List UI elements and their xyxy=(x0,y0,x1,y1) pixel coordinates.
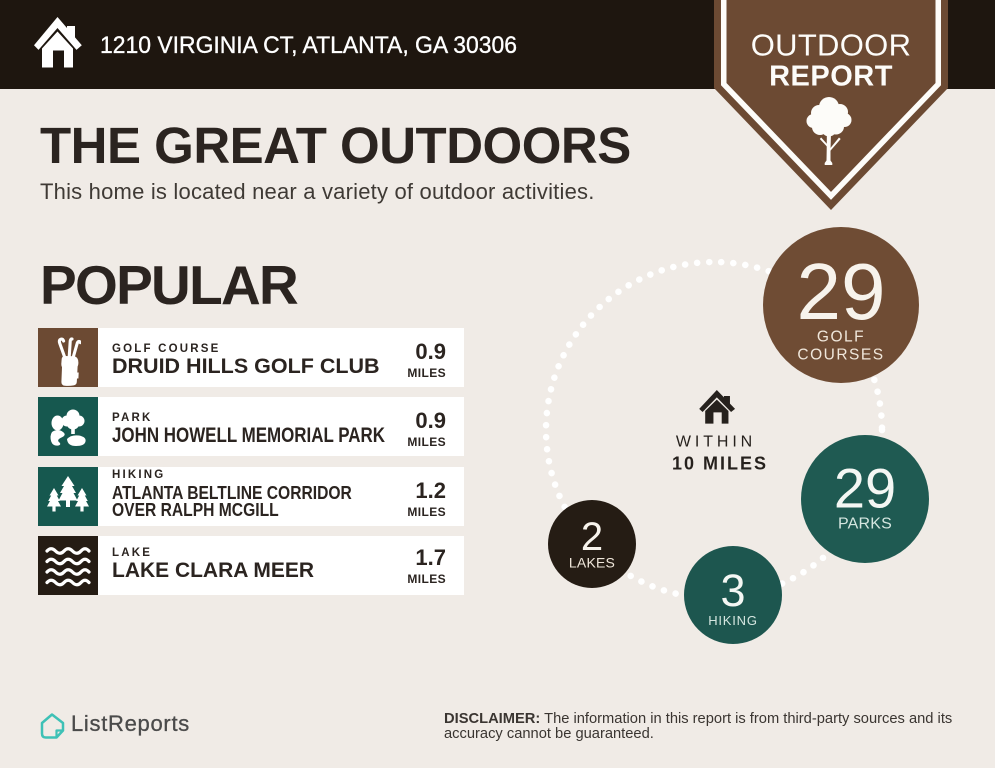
svg-text:29: 29 xyxy=(797,247,886,336)
svg-text:OUTDOOR: OUTDOOR xyxy=(751,28,912,63)
svg-text:HIKING: HIKING xyxy=(708,613,758,628)
svg-text:GOLF: GOLF xyxy=(817,328,865,345)
svg-text:3: 3 xyxy=(720,565,745,616)
svg-text:2: 2 xyxy=(581,515,603,559)
svg-text:PARKS: PARKS xyxy=(838,516,892,533)
svg-text:REPORT: REPORT xyxy=(769,61,893,93)
svg-text:LAKES: LAKES xyxy=(569,554,615,570)
svg-text:COURSES: COURSES xyxy=(797,346,884,363)
svg-text:29: 29 xyxy=(834,457,896,520)
svg-text:WITHIN: WITHIN xyxy=(676,434,756,451)
svg-text:10 MILES: 10 MILES xyxy=(672,454,768,474)
